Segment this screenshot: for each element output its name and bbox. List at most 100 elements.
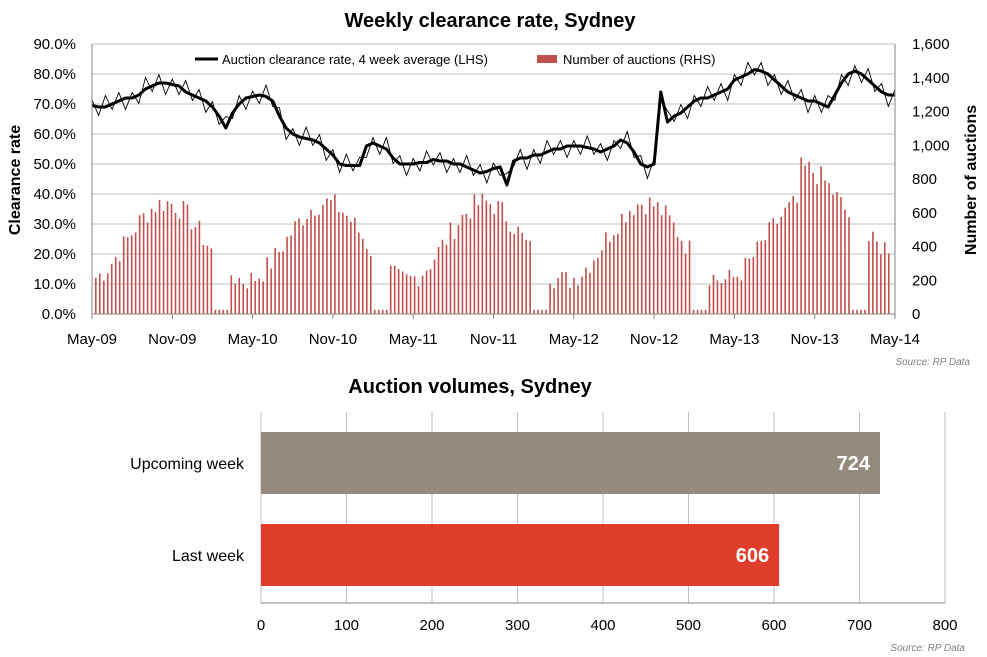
auction-count-bar [429, 269, 432, 314]
auction-count-bar [872, 231, 874, 314]
clearance-rate-line [91, 68, 895, 187]
auction-count-bar [286, 236, 288, 314]
auction-count-bar [186, 204, 189, 314]
right-tick-label: 600 [912, 205, 937, 222]
auction-count-bar [282, 251, 284, 314]
volume-category-label: Last week [172, 548, 245, 565]
auction-count-bar [876, 241, 878, 314]
auction-count-bar [190, 229, 193, 314]
auction-count-bar [521, 232, 523, 314]
auction-count-bar [457, 225, 460, 314]
left-tick-label: 0.0% [42, 306, 76, 323]
auction-count-bar [828, 183, 830, 314]
top-x-tick-label: Nov-10 [309, 331, 357, 348]
auction-count-bar [338, 212, 340, 314]
auction-count-bar [106, 273, 109, 314]
auction-count-bar [796, 202, 798, 314]
auction-count-bar [768, 222, 771, 314]
auction-count-bar [589, 272, 591, 314]
auction-count-bar [365, 249, 368, 314]
auction-count-bar [409, 276, 412, 314]
auction-count-bar [234, 283, 237, 314]
auction-count-bar [421, 275, 424, 314]
auction-count-bar [541, 309, 543, 314]
auction-count-bar [142, 213, 145, 314]
auction-count-bar [648, 197, 651, 314]
auction-count-bar [772, 218, 775, 314]
auction-count-bar [425, 270, 428, 314]
auction-count-bar [820, 166, 822, 314]
left-tick-label: 10.0% [33, 276, 76, 293]
right-tick-label: 800 [912, 171, 937, 188]
auction-count-bar [238, 277, 241, 314]
auction-count-bar [346, 215, 348, 314]
left-tick-label: 50.0% [33, 156, 76, 173]
right-tick-label: 1,000 [912, 137, 950, 154]
auction-count-bar [453, 239, 456, 314]
auction-count-bar [266, 257, 268, 314]
auction-count-bar [222, 309, 225, 314]
auction-count-bar [218, 309, 221, 314]
top-x-tick-label: May-11 [389, 331, 438, 348]
auction-count-bar [469, 218, 472, 314]
auction-count-bar [481, 194, 484, 314]
auction-count-bar [816, 184, 818, 314]
volume-bar [261, 524, 780, 586]
left-tick-label: 80.0% [33, 66, 76, 83]
auction-count-bar [672, 222, 675, 314]
auction-count-bar [716, 280, 719, 314]
left-tick-label: 60.0% [33, 126, 76, 143]
auction-count-bar [246, 288, 249, 314]
top-x-tick-label: Nov-11 [470, 331, 517, 348]
auction-count-bar [497, 200, 500, 314]
auction-volumes-chart: Auction volumes, Sydney 724 606 0 100 200 30… [130, 376, 965, 654]
auction-count-bar [178, 218, 181, 314]
auction-count-bar [174, 212, 177, 314]
auction-count-bar [342, 212, 344, 314]
auction-count-bar [517, 226, 520, 314]
auction-count-bar [788, 202, 790, 314]
left-tick-label: 40.0% [33, 186, 76, 203]
auction-count-bar [664, 205, 667, 314]
auction-count-bar [138, 215, 141, 314]
auction-count-bar [114, 256, 117, 314]
auction-count-bar [760, 241, 763, 314]
auction-count-bar [860, 309, 862, 314]
auction-count-bar [334, 194, 336, 314]
auction-count-bar [792, 196, 794, 314]
auction-count-bar [130, 235, 133, 314]
auction-count-bar [322, 204, 324, 314]
auction-count-bar [330, 200, 332, 314]
auction-count-bar [377, 309, 380, 314]
auction-count-bar [836, 191, 838, 314]
auction-count-bar [852, 309, 854, 314]
auction-count-bar [449, 222, 452, 314]
weekly-clearance-line [91, 61, 896, 185]
auction-count-bar [684, 253, 687, 314]
right-tick-label: 400 [912, 239, 937, 256]
auction-count-bar [804, 165, 806, 314]
auction-count-bar [668, 215, 671, 314]
volume-bar-value: 606 [736, 545, 769, 567]
auction-count-bar [477, 204, 480, 314]
top-x-tick-label: Nov-13 [791, 331, 839, 348]
auction-count-bar [250, 272, 253, 314]
auction-count-bar [632, 215, 635, 314]
auction-count-bar [445, 244, 448, 314]
auction-count-bar [848, 217, 850, 314]
auction-count-bar [258, 278, 260, 314]
top-x-tick-label: May-14 [870, 331, 920, 348]
auction-count-bar [644, 214, 647, 314]
auction-count-bar [625, 222, 627, 314]
auction-count-bar [226, 309, 229, 314]
top-chart-title: Weekly clearance rate, Sydney [345, 10, 637, 32]
top-x-tick-label: May-12 [549, 331, 599, 348]
auction-count-bar [461, 214, 464, 314]
auction-count-bar [585, 267, 587, 314]
auction-count-bar [593, 260, 595, 314]
auction-count-bar [505, 221, 508, 314]
right-tick-label: 1,600 [912, 36, 950, 53]
auction-count-bar [748, 258, 751, 314]
right-tick-label: 200 [912, 272, 937, 289]
right-tick-label: 1,400 [912, 70, 950, 87]
